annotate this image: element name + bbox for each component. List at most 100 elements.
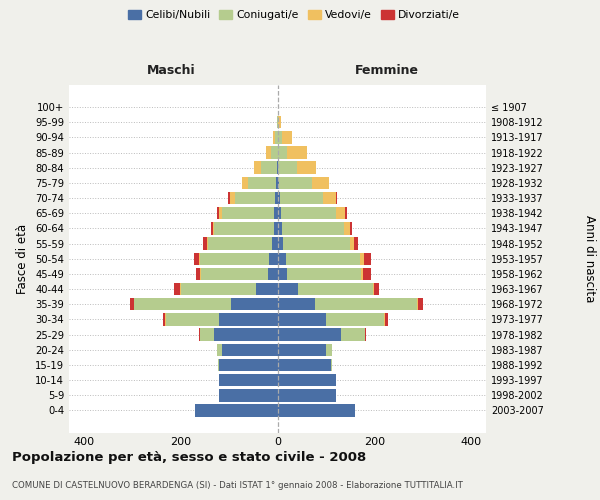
Bar	[385, 313, 388, 326]
Bar	[272, 238, 277, 250]
Y-axis label: Fasce di età: Fasce di età	[16, 224, 29, 294]
Bar	[275, 192, 277, 204]
Bar	[277, 283, 298, 296]
Bar	[266, 146, 271, 159]
Bar	[287, 268, 361, 280]
Bar	[316, 298, 417, 310]
Bar	[235, 192, 275, 204]
Bar	[326, 313, 384, 326]
Bar	[312, 176, 329, 189]
Bar	[199, 328, 200, 341]
Bar	[277, 162, 278, 174]
Bar	[344, 222, 350, 234]
Text: Femmine: Femmine	[355, 64, 419, 78]
Y-axis label: Anni di nascita: Anni di nascita	[583, 215, 596, 302]
Bar	[134, 298, 232, 310]
Bar	[220, 389, 277, 402]
Bar	[277, 146, 278, 159]
Bar	[336, 192, 337, 204]
Bar	[269, 252, 277, 265]
Legend: Celibi/Nubili, Coniugati/e, Vedovi/e, Divorziati/e: Celibi/Nubili, Coniugati/e, Vedovi/e, Di…	[124, 6, 464, 25]
Bar	[130, 298, 134, 310]
Bar	[256, 283, 277, 296]
Bar	[277, 358, 331, 371]
Text: COMUNE DI CASTELNUOVO BERARDENGA (SI) - Dati ISTAT 1° gennaio 2008 - Elaborazion: COMUNE DI CASTELNUOVO BERARDENGA (SI) - …	[12, 481, 463, 490]
Bar	[248, 176, 276, 189]
Bar	[360, 252, 364, 265]
Bar	[277, 101, 278, 113]
Bar	[350, 238, 354, 250]
Bar	[277, 328, 341, 341]
Bar	[274, 222, 277, 234]
Bar	[194, 252, 199, 265]
Bar	[287, 146, 307, 159]
Bar	[361, 268, 364, 280]
Bar	[220, 207, 222, 220]
Bar	[374, 283, 379, 296]
Bar	[163, 313, 166, 326]
Text: Popolazione per età, sesso e stato civile - 2008: Popolazione per età, sesso e stato civil…	[12, 451, 366, 464]
Bar	[297, 162, 316, 174]
Bar	[196, 268, 200, 280]
Text: Maschi: Maschi	[146, 64, 196, 78]
Bar	[242, 176, 248, 189]
Bar	[222, 207, 274, 220]
Bar	[277, 344, 326, 356]
Bar	[365, 328, 366, 341]
Bar	[217, 344, 222, 356]
Bar	[282, 131, 292, 143]
Bar	[277, 374, 335, 386]
Bar	[174, 283, 180, 296]
Bar	[364, 268, 371, 280]
Bar	[283, 238, 350, 250]
Bar	[277, 389, 335, 402]
Bar	[211, 222, 214, 234]
Bar	[418, 298, 423, 310]
Bar	[201, 268, 268, 280]
Bar	[214, 328, 277, 341]
Bar	[277, 192, 280, 204]
Bar	[181, 283, 256, 296]
Bar	[286, 252, 360, 265]
Bar	[277, 268, 287, 280]
Bar	[346, 207, 347, 220]
Bar	[281, 207, 335, 220]
Bar	[217, 207, 220, 220]
Bar	[228, 192, 230, 204]
Bar	[331, 358, 332, 371]
Bar	[280, 192, 323, 204]
Bar	[222, 344, 277, 356]
Bar	[274, 207, 277, 220]
Bar	[271, 146, 277, 159]
Bar	[203, 238, 207, 250]
Bar	[277, 116, 278, 128]
Bar	[326, 344, 332, 356]
Bar	[364, 252, 371, 265]
Bar	[298, 283, 373, 296]
Bar	[261, 162, 277, 174]
Bar	[417, 298, 418, 310]
Bar	[232, 298, 277, 310]
Bar	[277, 313, 326, 326]
Bar	[199, 252, 200, 265]
Bar	[230, 192, 235, 204]
Bar	[278, 131, 282, 143]
Bar	[200, 252, 269, 265]
Bar	[276, 176, 277, 189]
Bar	[350, 222, 352, 234]
Bar	[384, 313, 385, 326]
Bar	[268, 268, 277, 280]
Bar	[277, 222, 282, 234]
Bar	[166, 313, 220, 326]
Bar	[277, 176, 279, 189]
Bar	[272, 131, 275, 143]
Bar	[200, 328, 214, 341]
Bar	[207, 238, 208, 250]
Bar	[220, 313, 277, 326]
Bar	[279, 176, 312, 189]
Bar	[354, 238, 358, 250]
Bar	[277, 252, 286, 265]
Bar	[220, 374, 277, 386]
Bar	[195, 404, 277, 416]
Bar	[323, 192, 336, 204]
